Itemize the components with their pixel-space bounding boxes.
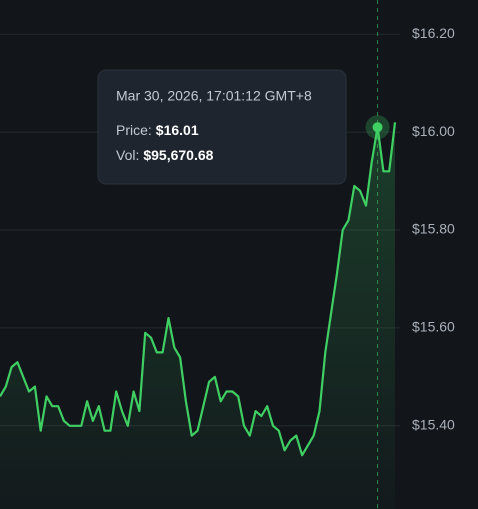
tooltip-box — [97, 69, 347, 185]
vol-label: Vol: — [116, 147, 139, 163]
area — [0, 122, 395, 509]
y-tick-label: $15.40 — [412, 417, 455, 433]
price-value: $16.01 — [156, 122, 199, 138]
y-tick-label: $15.80 — [412, 221, 455, 237]
tooltip-price: Price: $16.01 — [116, 122, 199, 138]
tooltip-vol: Vol: $95,670.68 — [116, 147, 214, 163]
vol-value: $95,670.68 — [143, 147, 213, 163]
price-label: Price: — [116, 122, 152, 138]
hover-point — [372, 122, 383, 133]
tooltip: Mar 30, 2026, 17:01:12 GMT+8 Price: $16.0… — [97, 69, 347, 185]
tooltip-time: Mar 30, 2026, 17:01:12 GMT+8 — [116, 88, 312, 104]
y-tick-label: $16.20 — [412, 25, 455, 41]
y-tick-label: $16.00 — [412, 123, 455, 139]
y-tick-label: $15.60 — [412, 319, 455, 335]
price-line — [0, 122, 397, 457]
